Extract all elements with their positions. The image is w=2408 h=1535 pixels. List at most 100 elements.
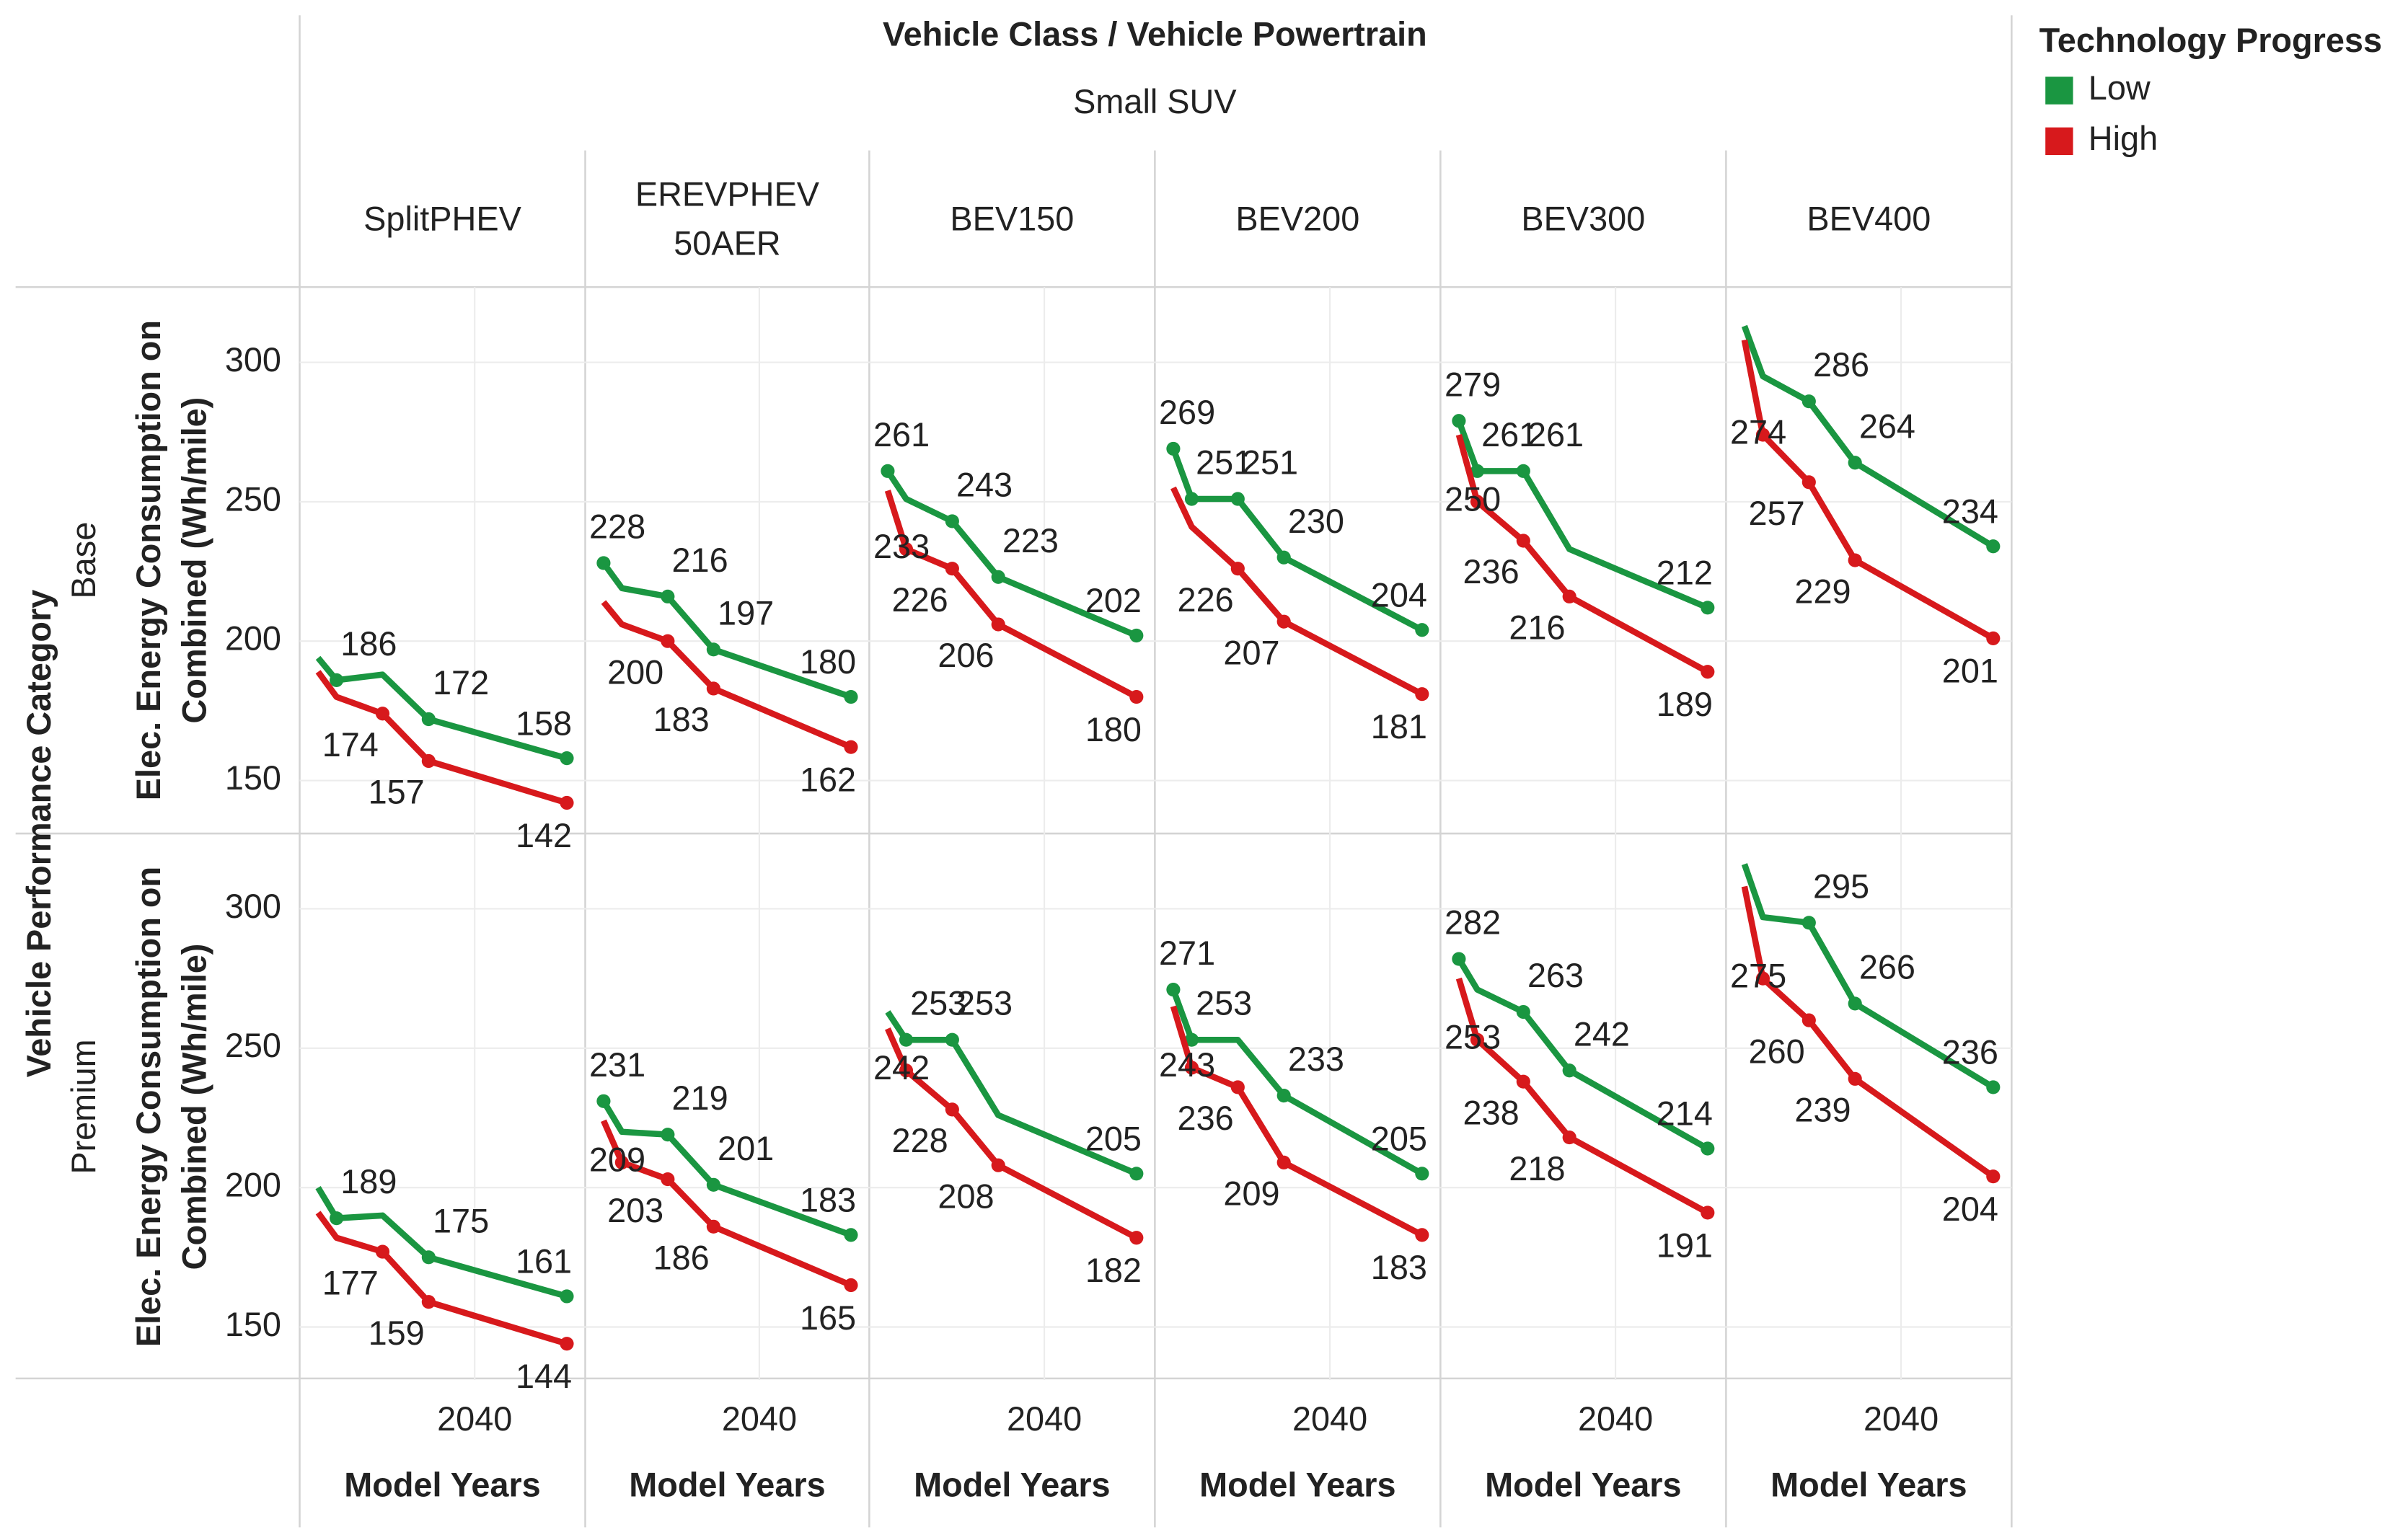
y-tick-label: 150 <box>225 759 281 797</box>
data-label: 269 <box>1159 394 1215 431</box>
column-header: BEV200 <box>1155 151 1440 287</box>
point <box>560 795 574 810</box>
vehicle-class: Small SUV <box>1073 83 1237 120</box>
x-axis-label: Model Years <box>1199 1466 1395 1503</box>
point <box>945 562 959 576</box>
column-header-box: BEV300 <box>1440 151 1726 287</box>
y-tick-label: 300 <box>225 888 281 925</box>
point <box>945 1102 959 1117</box>
point <box>1276 1088 1291 1103</box>
data-label: 263 <box>1527 957 1584 994</box>
point <box>1415 623 1429 637</box>
x-tick-label: 2040 <box>1864 1400 1939 1438</box>
data-label: 174 <box>322 726 379 764</box>
point <box>1562 1063 1576 1078</box>
point <box>1452 952 1466 966</box>
frame <box>15 15 2013 1528</box>
point <box>1470 464 1485 478</box>
y-axis-label-box: Elec. Energy Consumption on Combined (Wh… <box>129 320 213 800</box>
data-label: 158 <box>516 704 572 742</box>
series-line <box>315 655 568 761</box>
data-label: 250 <box>1445 480 1501 518</box>
y-tick-label: 250 <box>225 480 281 518</box>
data-label: 230 <box>1288 503 1344 540</box>
data-label: 253 <box>956 985 1013 1022</box>
y-tick-label: 300 <box>225 341 281 379</box>
point <box>661 589 675 603</box>
data-label: 191 <box>1657 1226 1713 1264</box>
data-label: 206 <box>938 637 994 674</box>
column-header-box: BEV200 <box>1155 151 1440 287</box>
point <box>1230 562 1245 576</box>
point <box>330 673 344 687</box>
data-label: 238 <box>1463 1094 1520 1131</box>
point <box>1801 916 1816 930</box>
data-label: 264 <box>1859 407 1915 445</box>
data-label: 231 <box>589 1046 645 1084</box>
column-header: EREVPHEV 50AER <box>586 151 870 287</box>
column-header-text: BEV150 <box>950 198 1075 237</box>
data-label: 175 <box>433 1202 489 1239</box>
data-label: 233 <box>873 528 930 565</box>
point <box>375 707 390 721</box>
point <box>1415 687 1429 702</box>
series-line <box>1741 885 1995 1180</box>
data-label: 186 <box>653 1239 710 1277</box>
point <box>1755 971 1770 986</box>
data-label: 142 <box>516 817 572 854</box>
point <box>991 617 1005 632</box>
point <box>1986 539 2001 554</box>
data-label: 236 <box>1942 1034 1998 1071</box>
point <box>1230 1080 1245 1094</box>
data-label: 159 <box>369 1314 425 1352</box>
data-label: 208 <box>938 1177 994 1215</box>
point <box>596 1094 611 1108</box>
data-label: 251 <box>1196 444 1252 482</box>
point <box>1184 492 1199 506</box>
data-label: 243 <box>956 466 1013 503</box>
point <box>1184 1061 1199 1075</box>
point <box>844 740 858 754</box>
column-header: BEV300 <box>1440 151 1726 287</box>
data-label: 282 <box>1445 904 1501 942</box>
point <box>706 1219 720 1234</box>
point <box>899 542 914 557</box>
point <box>899 1063 914 1078</box>
point <box>661 1128 675 1142</box>
data-label: 226 <box>892 581 948 619</box>
point <box>375 1244 390 1259</box>
data-label: 212 <box>1657 554 1713 591</box>
data-label: 204 <box>1371 576 1427 614</box>
column-header-text: BEV400 <box>1807 198 1931 237</box>
data-label: 218 <box>1509 1150 1565 1187</box>
point <box>881 464 895 478</box>
point <box>945 1032 959 1047</box>
x-tick-label: 2040 <box>437 1400 512 1438</box>
point <box>844 1228 858 1242</box>
point <box>560 1337 574 1351</box>
data-label: 242 <box>873 1049 930 1087</box>
point <box>1166 983 1181 997</box>
legend-label: Low <box>2089 69 2151 107</box>
data-label: 180 <box>800 643 856 681</box>
column-header-text: BEV200 <box>1235 198 1360 237</box>
data-label: 253 <box>1445 1019 1501 1056</box>
data-label: 209 <box>589 1141 645 1179</box>
data-label: 209 <box>1223 1175 1279 1213</box>
column-header: BEV400 <box>1726 151 2011 287</box>
column-header-text: BEV300 <box>1521 198 1646 237</box>
point <box>844 689 858 704</box>
point <box>991 1158 1005 1172</box>
x-tick-label: 2040 <box>722 1400 797 1438</box>
data-label: 236 <box>1463 553 1520 590</box>
point <box>1986 1080 2001 1094</box>
point <box>1129 1231 1144 1245</box>
point <box>1129 689 1144 704</box>
point <box>1986 631 2001 645</box>
point <box>1230 492 1245 506</box>
chart-title: Vehicle Class / Vehicle Powertrain <box>883 15 1427 53</box>
data-label: 216 <box>671 541 728 579</box>
data-label: 234 <box>1942 492 1998 530</box>
x-tick-label: 2040 <box>1007 1400 1082 1438</box>
row-label: Base <box>65 522 102 599</box>
